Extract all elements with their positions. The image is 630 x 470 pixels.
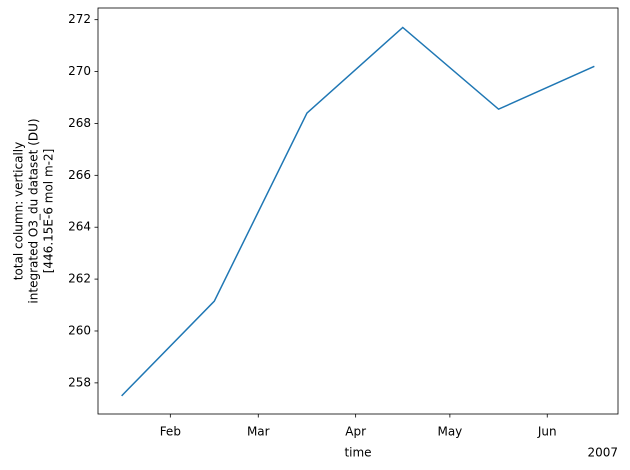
axes-frame [97,7,619,415]
y-axis-label: total column: vertically integrated O3_d… [12,118,56,303]
x-offset-label: 2007 [587,446,618,460]
y-axis-label-line: [446.15E-6 mol m-2] [42,149,56,274]
x-tick-label: Apr [345,425,366,439]
x-tick-label: Jun [537,425,557,439]
x-tick-label: Feb [160,425,181,439]
y-tick-label: 262 [68,272,91,286]
x-tick-label: May [437,425,462,439]
x-tick-label: Mar [247,425,270,439]
y-axis-label-line: total column: vertically [12,142,26,280]
y-axis-label-line: integrated O3_du dataset (DU) [27,118,41,303]
y-tick-label: 270 [68,64,91,78]
x-axis-label: time [344,446,371,460]
y-tick-label: 258 [68,375,91,389]
data-line [121,26,595,397]
y-tick-label: 266 [68,168,91,182]
y-tick-label: 260 [68,323,91,337]
y-tick-label: 268 [68,116,91,130]
y-tick-label: 264 [68,220,91,234]
y-tick-label: 272 [68,12,91,26]
